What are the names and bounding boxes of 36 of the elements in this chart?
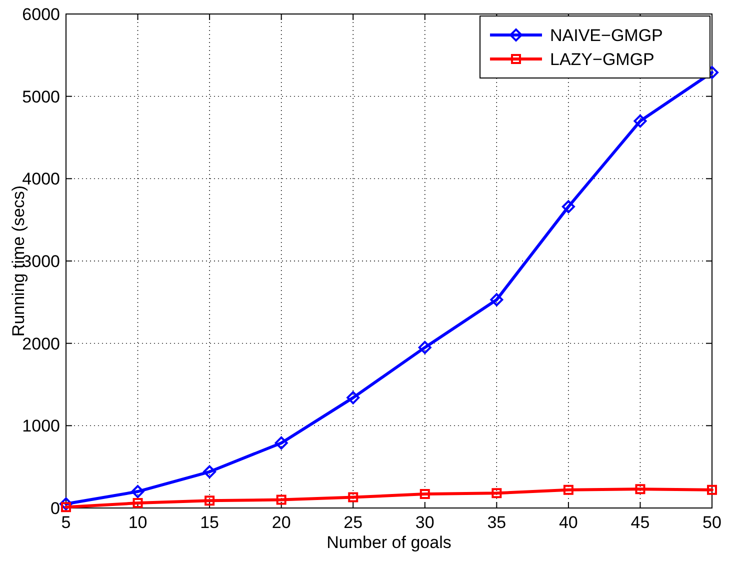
- x-tick-label: 10: [128, 513, 148, 532]
- y-tick-label: 6000: [22, 5, 60, 24]
- y-tick-label: 5000: [22, 87, 60, 106]
- y-tick-label: 0: [50, 499, 60, 518]
- point: [707, 484, 717, 495]
- point: [204, 496, 215, 506]
- point: [562, 200, 575, 214]
- x-tick-label: 40: [558, 513, 578, 532]
- point: [420, 489, 430, 500]
- point: [276, 494, 286, 505]
- point: [563, 484, 574, 495]
- point: [635, 484, 646, 494]
- point: [203, 465, 216, 478]
- x-tick-label: 35: [487, 513, 506, 532]
- x-tick-label: 45: [630, 513, 650, 532]
- point: [490, 293, 504, 306]
- y-tick-label: 1000: [22, 416, 60, 436]
- x-tick-label: 50: [702, 513, 722, 532]
- point: [346, 391, 360, 404]
- x-axis-title: Number of goals: [326, 533, 452, 552]
- legend-label: LAZY−GMGP: [550, 50, 654, 69]
- point: [348, 492, 358, 502]
- point: [131, 485, 144, 498]
- point: [418, 340, 432, 354]
- point: [274, 436, 288, 450]
- point: [132, 498, 143, 508]
- y-tick-label: 2000: [22, 334, 60, 354]
- x-tick-label: 30: [415, 513, 434, 532]
- point: [60, 497, 72, 510]
- legend-label: NAIVE−GMGP: [550, 26, 663, 45]
- x-tick-label: 5: [61, 513, 71, 532]
- x-tick-label: 25: [344, 513, 363, 532]
- x-tick-label: 15: [200, 513, 220, 532]
- x-tick-label: 20: [272, 513, 291, 532]
- point: [634, 114, 647, 128]
- point: [492, 488, 502, 498]
